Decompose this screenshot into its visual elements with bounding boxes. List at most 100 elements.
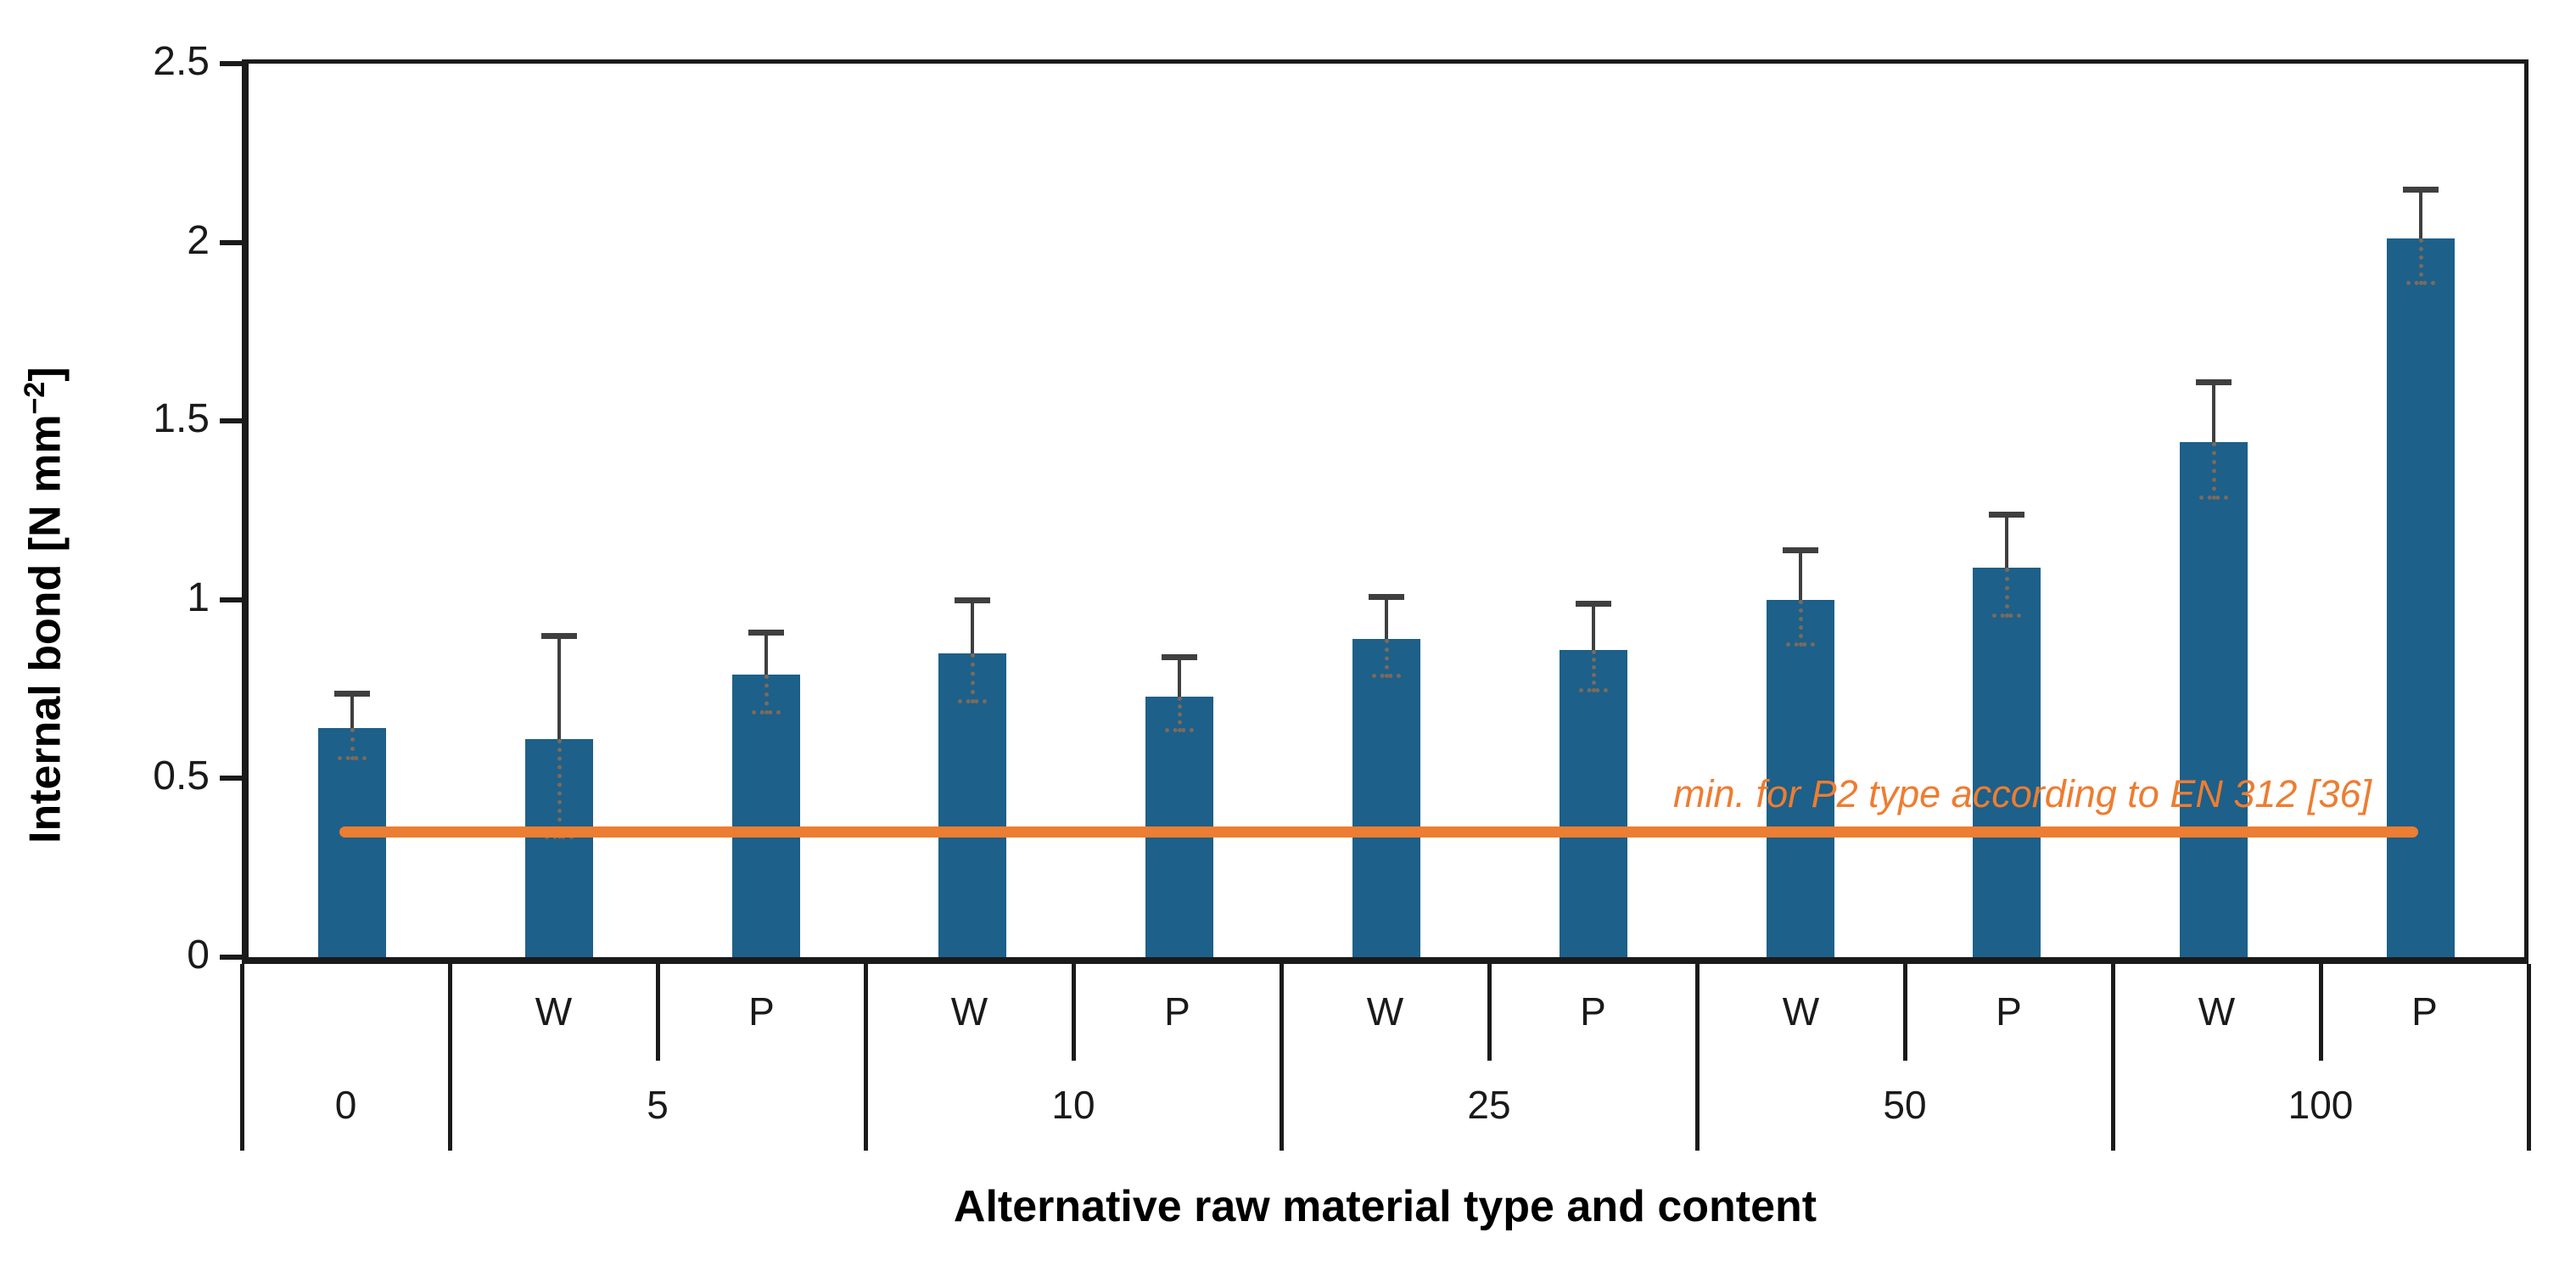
y-axis-tick — [220, 239, 242, 245]
plot-area: min. for P2 type according to EN 312 [36… — [153, 39, 2528, 978]
error-bar-upper — [1798, 553, 1802, 600]
y-tick-label: 0 — [187, 933, 210, 978]
error-bar-cap-bottom — [1372, 674, 1401, 679]
sub-type-label: W — [2198, 989, 2236, 1034]
sub-type-label: W — [535, 989, 573, 1034]
error-bar-lower — [971, 653, 976, 703]
reference-line-label: min. for P2 type according to EN 312 [36… — [1673, 772, 2372, 815]
error-bar-upper — [557, 639, 561, 740]
y-tick-label: 1 — [187, 574, 210, 620]
error-bar-cap-bottom — [958, 698, 988, 703]
error-bar-cap-bottom — [1578, 688, 1608, 693]
sub-type-label: W — [950, 989, 988, 1034]
error-bar-lower — [2005, 567, 2010, 618]
group-label: 100 — [2288, 1083, 2354, 1127]
error-bar-upper — [2419, 192, 2423, 239]
error-bar-cap-bottom — [2199, 495, 2229, 500]
reference-line — [339, 826, 2418, 838]
error-bar-lower — [350, 728, 355, 761]
error-bar-cap-bottom — [2406, 281, 2436, 286]
bar — [1559, 649, 1627, 957]
x-axis-title: Alternative raw material type and conten… — [953, 1182, 1817, 1231]
error-bar-upper — [971, 603, 975, 653]
error-bar-lower — [1178, 696, 1183, 732]
group-divider-tall — [1279, 964, 1284, 1151]
y-axis-tick — [220, 61, 242, 66]
group-divider-tall — [239, 964, 244, 1151]
y-axis-tick — [220, 597, 242, 602]
error-bar-lower — [764, 675, 769, 714]
group-label: 25 — [1467, 1083, 1511, 1127]
error-bar-cap-bottom — [1785, 642, 1815, 647]
y-axis-title-text: Internal bond [N mm — [20, 414, 70, 843]
y-tick-label: 1.5 — [153, 396, 210, 442]
sub-type-label: P — [1580, 989, 1606, 1034]
plot-inner: min. for P2 type according to EN 312 [36… — [153, 39, 2524, 978]
y-axis-title-bracket: ] — [20, 367, 70, 382]
error-bar-upper — [1591, 607, 1595, 650]
y-tick-label: 2.5 — [153, 39, 210, 84]
error-bar-upper — [764, 635, 768, 675]
group-divider-tall — [1694, 964, 1700, 1151]
sub-type-label: P — [748, 989, 775, 1034]
sub-type-label: W — [1366, 989, 1404, 1034]
bar — [731, 675, 800, 957]
y-tick-label: 2 — [187, 217, 210, 263]
bar — [1766, 599, 1834, 957]
sub-type-label: P — [2411, 989, 2438, 1034]
category-axis: W P W P W P W P W P 0 5 10 25 50 100 — [239, 964, 2531, 1154]
group-divider-short — [2318, 964, 2323, 1061]
error-bar-cap-bottom — [1165, 727, 1195, 732]
error-bar-lower — [1591, 649, 1596, 693]
error-bar-cap-top — [1575, 601, 1611, 608]
error-bar-upper — [1385, 599, 1388, 640]
sub-type-label: W — [1782, 989, 1820, 1034]
group-divider-short — [655, 964, 660, 1061]
error-bar-upper — [2005, 517, 2009, 568]
error-bar-lower — [1385, 639, 1389, 679]
error-bar-cap-top — [2403, 186, 2439, 193]
bar — [1352, 639, 1420, 957]
bar — [2387, 238, 2456, 957]
error-bar-upper — [350, 696, 354, 729]
y-axis-title: Internal bond [N mm−2] — [19, 367, 70, 843]
y-tick-label: 0.5 — [153, 754, 210, 799]
sub-type-label — [242, 964, 450, 1059]
y-axis-tick — [220, 776, 242, 782]
y-axis-tick — [220, 418, 242, 424]
group-divider-short — [1902, 964, 1907, 1061]
group-divider-short — [1487, 964, 1492, 1061]
bar — [317, 728, 386, 957]
error-bar-cap-top — [955, 597, 991, 604]
error-bar-upper — [2212, 385, 2216, 443]
group-divider-tall — [863, 964, 868, 1151]
error-bar-cap-top — [333, 690, 370, 697]
error-bar-cap-bottom — [751, 709, 781, 714]
group-divider-short — [1071, 964, 1076, 1061]
bar — [1973, 567, 2041, 957]
error-bar-lower — [2212, 442, 2217, 500]
error-bar-cap-top — [1162, 654, 1198, 661]
group-divider-tall — [447, 964, 452, 1151]
error-bar-cap-bottom — [1992, 613, 2022, 618]
error-bar-cap-top — [1369, 593, 1404, 600]
error-bar-cap-bottom — [337, 756, 367, 761]
sub-type-label: P — [1996, 989, 2022, 1034]
bar — [2180, 442, 2248, 957]
group-label: 0 — [334, 1083, 357, 1127]
bar — [938, 653, 1007, 957]
group-label: 50 — [1883, 1083, 1927, 1127]
error-bar-lower — [557, 739, 562, 840]
group-divider-tall — [2110, 964, 2115, 1151]
sub-type-label: P — [1164, 989, 1190, 1034]
error-bar-cap-top — [2196, 379, 2232, 386]
error-bar-upper — [1178, 660, 1182, 697]
error-bar-cap-top — [1782, 547, 1818, 554]
error-bar-cap-top — [1989, 511, 2025, 518]
error-bar-cap-top — [748, 629, 784, 636]
error-bar-lower — [2419, 238, 2424, 286]
y-axis-title-superscript: −2 — [19, 381, 51, 415]
error-bar-lower — [1798, 599, 1803, 647]
group-label: 10 — [1051, 1083, 1095, 1127]
